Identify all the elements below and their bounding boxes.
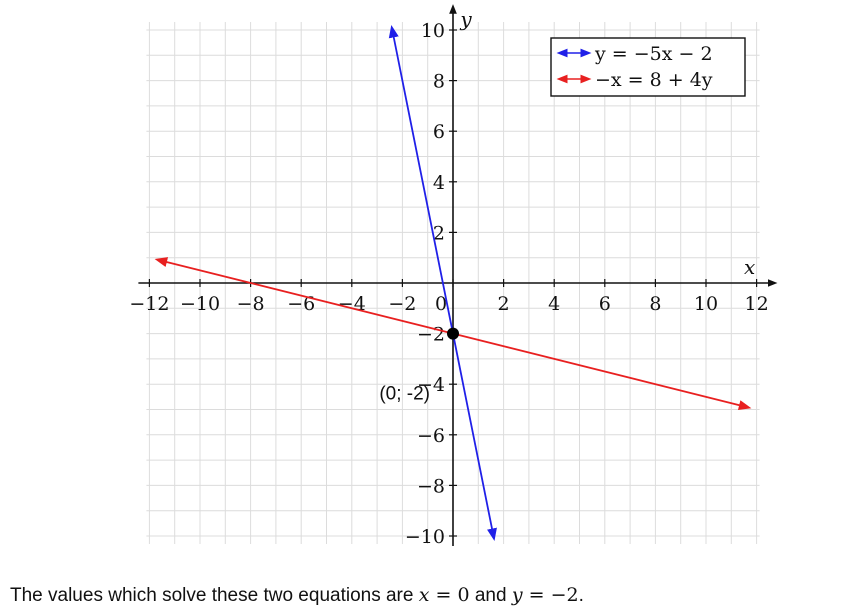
x-tick-label: 6: [599, 293, 611, 315]
intersection-point: [447, 327, 459, 340]
x-axis-label: x: [744, 255, 755, 279]
y-tick-label: 6: [433, 121, 445, 143]
caption-joiner: and: [474, 585, 507, 606]
legend-box: [550, 37, 746, 97]
x-tick-label: 8: [649, 293, 661, 315]
x-tick-label: 12: [745, 293, 769, 315]
point-markers: (0; -2): [379, 327, 459, 405]
x-tick-label: 4: [548, 293, 560, 315]
legend-entry-2: −x = 8 + 4y: [595, 69, 713, 91]
caption-prefix: The values which solve these two equatio…: [10, 585, 414, 606]
x-tick-label: −4: [338, 293, 366, 315]
x-tick-label: −2: [388, 293, 416, 315]
caption-x-expr: x = 0: [418, 584, 470, 606]
x-tick-label: 10: [694, 293, 718, 315]
legend-entry-1: y = −5x − 2: [594, 43, 713, 65]
x-tick-label: −10: [180, 293, 220, 315]
y-tick-label: 4: [433, 172, 445, 194]
legend: y = −5x − 2 −x = 8 + 4y: [550, 37, 746, 97]
line-chart: xy −12 −10 −8 −6 −4 −2 0 2 4 6 8 10 12−10−8−6−4−2246…: [129, 4, 778, 548]
x-tick-label: 2: [498, 293, 510, 315]
y-tick-label: −8: [417, 475, 445, 497]
y-tick-label: −6: [417, 425, 445, 447]
x-tick-label: −12: [129, 293, 169, 315]
y-tick-label: 10: [421, 20, 445, 42]
intersection-label: (0; -2): [379, 384, 430, 405]
x-tick-label: −8: [237, 293, 265, 315]
y-tick-label: −10: [405, 526, 445, 548]
caption-y-expr: y = −2: [511, 584, 579, 606]
caption-suffix: .: [578, 585, 584, 606]
y-tick-label: −2: [417, 324, 445, 346]
caption: The values which solve these two equatio…: [10, 584, 584, 607]
y-axis-label: y: [459, 7, 472, 31]
y-tick-label: 8: [433, 71, 445, 93]
